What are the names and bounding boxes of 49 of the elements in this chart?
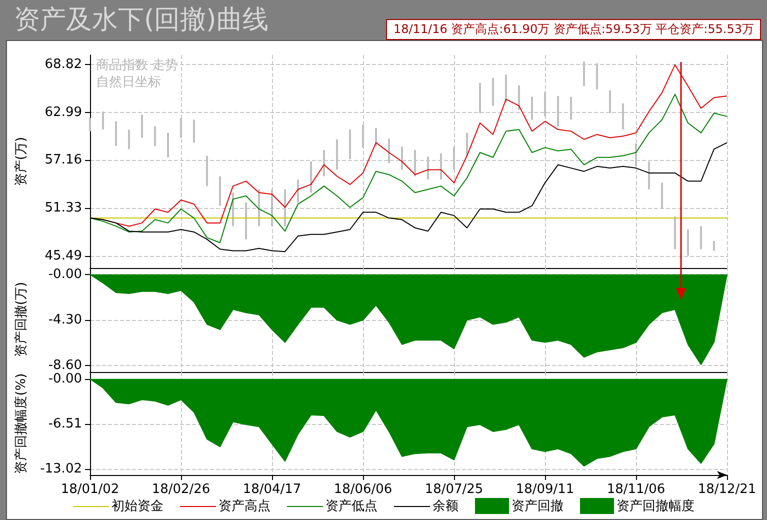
y-tick-label: 51.33	[44, 200, 82, 216]
y-tick-label: 57.16	[44, 152, 82, 168]
bar	[700, 226, 702, 250]
bar	[219, 176, 221, 206]
x-tick-label: 18/11/06	[606, 482, 666, 497]
annotation: 自然日坐标	[96, 75, 161, 90]
bar	[167, 132, 169, 158]
y-tick-label: -8.60	[48, 358, 82, 374]
bar	[505, 74, 507, 103]
bar	[310, 162, 312, 193]
x-tick-label: 18/02/26	[152, 482, 210, 497]
bar	[193, 120, 195, 143]
x-tick-label: 18/07/25	[424, 482, 484, 497]
y-tick-label: -6.51	[48, 416, 82, 432]
legend-label: 资产低点	[326, 499, 378, 514]
x-tick-label: 18/09/11	[516, 482, 574, 497]
y-tick-label: -13.02	[40, 461, 82, 476]
y-axis-title: 资产(万)	[14, 136, 29, 186]
x-tick-label: 18/06/06	[334, 482, 392, 497]
bar	[154, 126, 156, 146]
bar	[141, 114, 143, 138]
y-axis-title: 资产回撤(万)	[14, 282, 29, 358]
y-tick-label: 62.99	[44, 104, 82, 120]
text: 资产回撤幅度	[616, 499, 694, 514]
x-tick-label: 18/01/02	[60, 482, 120, 497]
x-tick-label: 18/12/21	[698, 482, 756, 497]
y-tick-label: -4.30	[48, 312, 82, 328]
bar	[115, 121, 117, 146]
bar	[466, 132, 468, 156]
chart-title: 资产及水下(回撤)曲线	[14, 4, 268, 37]
bar	[674, 216, 676, 250]
x-tick-label: 18/04/17	[242, 482, 302, 497]
chart-subtitle: 18/11/16 资产高点:61.90万 资产低点:59.53万 平仓资产:55.53万	[386, 19, 761, 40]
legend-label: 资产回撤	[512, 499, 564, 514]
bar	[89, 118, 91, 132]
bar	[713, 240, 715, 251]
y-tick-label: 68.82	[44, 57, 82, 72]
legend-label: 初始资金	[112, 499, 164, 514]
bar	[297, 180, 299, 202]
y-tick-label: -0.00	[48, 371, 82, 386]
bar	[492, 78, 494, 106]
bar	[128, 130, 130, 150]
y-axis-title: 资产回撤幅度(%)	[13, 373, 29, 474]
y-tick-label: -0.00	[48, 266, 82, 282]
line-series	[90, 94, 728, 244]
legend-label: 余额	[432, 499, 458, 514]
legend-label: 资产高点	[218, 499, 270, 514]
bar	[518, 85, 520, 110]
y-tick-label: 45.49	[44, 248, 82, 264]
